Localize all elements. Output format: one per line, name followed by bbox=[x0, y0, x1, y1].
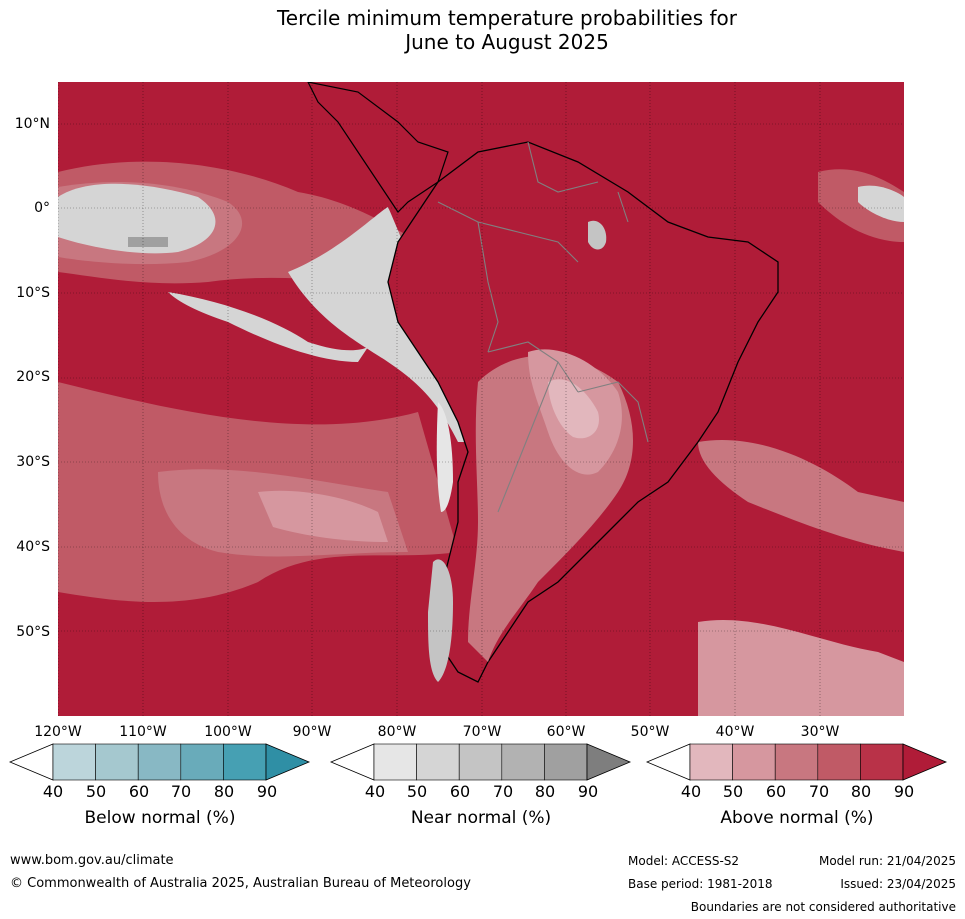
copyright-text: © Commonwealth of Australia 2025, Austra… bbox=[10, 876, 471, 891]
lon-label-40w: 40°W bbox=[715, 724, 755, 740]
south-atlantic-lighter bbox=[698, 619, 904, 716]
chile-coast-white bbox=[436, 402, 453, 512]
boundaries-disclaimer: Boundaries are not considered authoritat… bbox=[690, 900, 956, 914]
base-period: Base period: 1981-2018 bbox=[628, 877, 773, 891]
below-bar-segment-5 bbox=[223, 743, 267, 781]
lat-label-20s: 20°S bbox=[16, 369, 50, 385]
issued-date: Issued: 23/04/2025 bbox=[840, 877, 956, 891]
above-bar-segment-2 bbox=[732, 743, 776, 781]
north-atlantic-gray bbox=[858, 185, 904, 222]
below-bar-segment-2 bbox=[95, 743, 139, 781]
model-run: Model run: 21/04/2025 bbox=[818, 854, 956, 868]
near-tick-80: 80 bbox=[534, 782, 556, 801]
south-pacific-lighter bbox=[258, 490, 388, 542]
above-tick-90: 90 bbox=[893, 782, 915, 801]
above-bar-segment-3 bbox=[774, 743, 819, 781]
lon-label-80w: 80°W bbox=[377, 724, 417, 740]
above-bar-low-arrow bbox=[645, 743, 691, 781]
above-normal-title: Above normal (%) bbox=[720, 808, 874, 828]
near-bar-low-arrow bbox=[329, 743, 375, 781]
lon-label-30w: 30°W bbox=[800, 724, 840, 740]
above-tick-50: 50 bbox=[722, 782, 744, 801]
below-tick-90: 90 bbox=[256, 782, 278, 801]
below-tick-60: 60 bbox=[128, 782, 150, 801]
below-bar-segment-4 bbox=[180, 743, 224, 781]
lat-label-0: 0° bbox=[34, 200, 50, 216]
title-line-1: Tercile minimum temperature probabilitie… bbox=[276, 6, 738, 30]
lat-label-30s: 30°S bbox=[16, 454, 50, 470]
near-tick-70: 70 bbox=[492, 782, 514, 801]
pacific-stripe-gray bbox=[168, 292, 368, 362]
near-bar-high-arrow bbox=[586, 743, 632, 781]
near-bar-segment-1 bbox=[373, 743, 417, 781]
andes-gray bbox=[428, 559, 453, 682]
below-bar-low-arrow bbox=[8, 743, 54, 781]
above-tick-70: 70 bbox=[808, 782, 830, 801]
above-tick-80: 80 bbox=[850, 782, 872, 801]
above-tick-40: 40 bbox=[680, 782, 702, 801]
below-tick-50: 50 bbox=[85, 782, 107, 801]
below-bar-high-arrow bbox=[265, 743, 311, 781]
lat-label-10n: 10°N bbox=[14, 116, 50, 132]
title-line-2: June to August 2025 bbox=[405, 30, 609, 54]
south-atlantic-light bbox=[698, 440, 904, 552]
lon-label-120w: 120°W bbox=[34, 724, 82, 740]
near-normal-title: Near normal (%) bbox=[410, 808, 552, 828]
colour-bars bbox=[8, 743, 948, 781]
near-tick-50: 50 bbox=[406, 782, 428, 801]
lat-label-50s: 50°S bbox=[16, 624, 50, 640]
above-tick-60: 60 bbox=[765, 782, 787, 801]
below-bar-segment-1 bbox=[52, 743, 96, 781]
website-link[interactable]: www.bom.gov.au/climate bbox=[10, 853, 174, 868]
amazon-gray bbox=[588, 220, 607, 250]
near-tick-60: 60 bbox=[449, 782, 471, 801]
near-tick-90: 90 bbox=[577, 782, 599, 801]
pacific-west-gray-dark bbox=[128, 237, 168, 247]
lon-label-100w: 100°W bbox=[204, 724, 252, 740]
interior-lightest bbox=[548, 379, 599, 439]
below-tick-70: 70 bbox=[170, 782, 192, 801]
above-bar-segment-1 bbox=[689, 743, 733, 781]
probability-map bbox=[58, 82, 904, 716]
lon-label-50w: 50°W bbox=[630, 724, 670, 740]
graticule bbox=[58, 82, 904, 716]
below-tick-80: 80 bbox=[213, 782, 235, 801]
lon-label-90w: 90°W bbox=[292, 724, 332, 740]
country-boundaries bbox=[437, 141, 649, 513]
near-bar-segment-4 bbox=[501, 743, 545, 781]
near-bar-segment-3 bbox=[458, 743, 503, 781]
pacific-west-gray bbox=[58, 183, 216, 254]
near-bar-segment-5 bbox=[544, 743, 588, 781]
above-bar-segment-5 bbox=[860, 743, 904, 781]
above-bar-high-arrow bbox=[902, 743, 948, 781]
near-tick-40: 40 bbox=[364, 782, 386, 801]
below-bar-segment-3 bbox=[137, 743, 182, 781]
model-name: Model: ACCESS-S2 bbox=[628, 854, 740, 868]
lat-label-40s: 40°S bbox=[16, 539, 50, 555]
peru-chile-gray bbox=[288, 207, 478, 442]
map-title: Tercile minimum temperature probabilitie… bbox=[0, 6, 965, 54]
lon-label-60w: 60°W bbox=[546, 724, 586, 740]
below-normal-title: Below normal (%) bbox=[84, 808, 236, 828]
above-bar-segment-4 bbox=[817, 743, 861, 781]
lat-label-10s: 10°S bbox=[16, 285, 50, 301]
near-bar-segment-2 bbox=[416, 743, 460, 781]
map-canvas bbox=[58, 82, 904, 716]
lon-label-110w: 110°W bbox=[119, 724, 167, 740]
below-tick-40: 40 bbox=[42, 782, 64, 801]
central-america-land bbox=[307, 82, 449, 213]
lon-label-70w: 70°W bbox=[462, 724, 502, 740]
